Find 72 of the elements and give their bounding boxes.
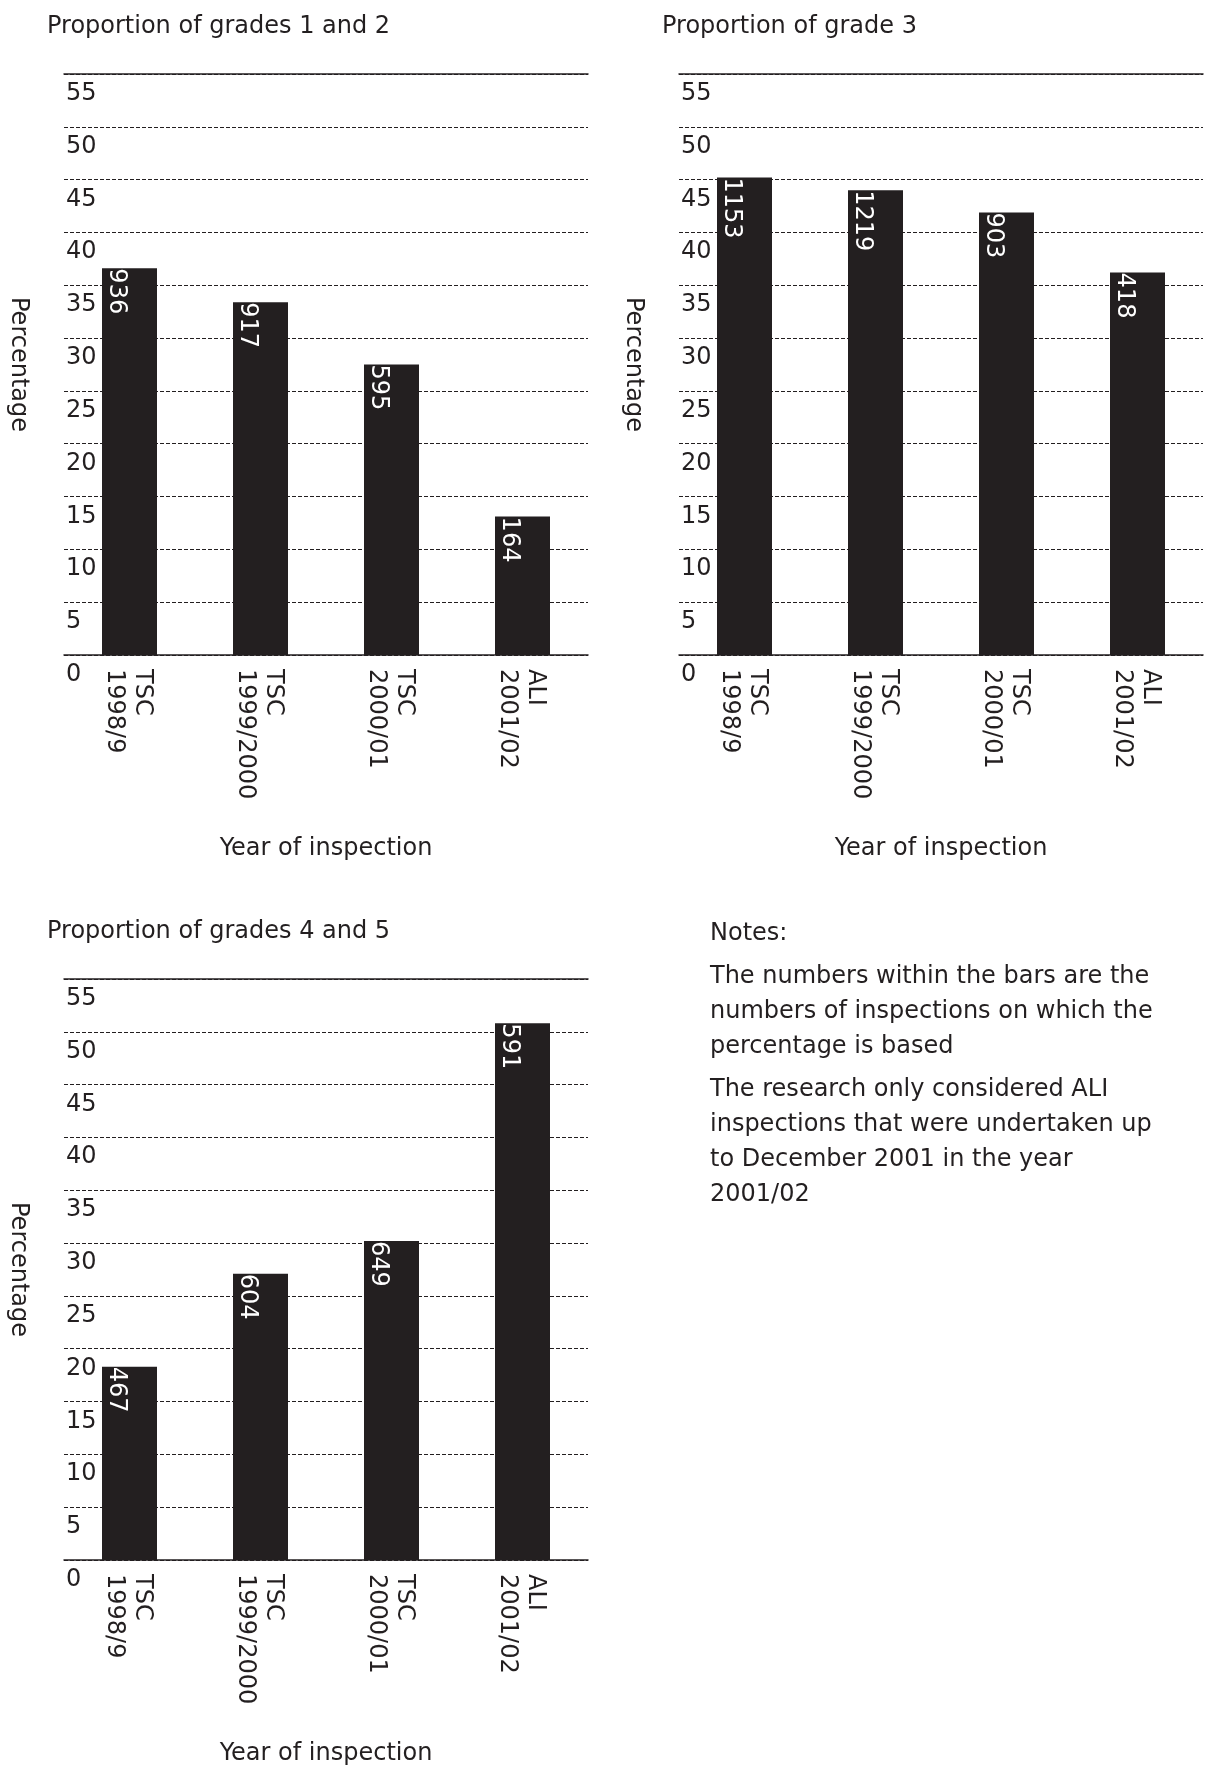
x-tick-label: TSC 1999/2000 — [232, 668, 289, 800]
y-axis-title: Percentage — [621, 296, 649, 433]
annotation: 164 — [496, 516, 525, 563]
y-tick-label: 20 — [66, 447, 97, 476]
x-tick-label: TSC 1999/2000 — [232, 1573, 289, 1705]
annotation: 936 — [103, 268, 132, 315]
annotation: 595 — [365, 364, 394, 411]
y-tick-label: 20 — [66, 1352, 97, 1381]
x-tick-label: ALI 2001/02 — [1109, 669, 1166, 769]
y-tick-label: 0 — [681, 659, 697, 687]
y-tick-label: 15 — [66, 500, 97, 529]
y-tick-label: 40 — [681, 236, 712, 265]
y-tick-label: 55 — [66, 78, 97, 106]
y-tick-label: 30 — [66, 342, 97, 371]
annotation: 604 — [234, 1273, 263, 1320]
text: Notes: — [710, 917, 789, 948]
annotation: 1153 — [718, 177, 747, 239]
y-tick-label: 40 — [66, 1141, 97, 1170]
y-axis-title: Percentage — [6, 296, 34, 433]
x-tick-label: ALI 2001/02 — [494, 669, 551, 769]
annotation: 591 — [496, 1023, 525, 1070]
y-tick-label: 45 — [66, 183, 97, 212]
y-tick-label: 25 — [66, 394, 97, 423]
y-tick-label: 40 — [66, 236, 97, 265]
y-tick-label: 15 — [66, 1405, 97, 1434]
y-tick-label: 55 — [681, 78, 712, 106]
y-tick-label: 10 — [66, 553, 97, 582]
x-tick-label: TSC 1998/9 — [101, 668, 158, 754]
y-tick-label: 25 — [681, 394, 712, 423]
y-tick-label: 35 — [681, 289, 712, 318]
annotation: 917 — [234, 302, 263, 348]
x-axis-title: Year of inspection — [218, 833, 433, 861]
chart-title: Proportion of grades 1 and 2 — [47, 11, 391, 39]
x-tick-label: TSC 2000/01 — [363, 668, 420, 769]
y-tick-label: 5 — [681, 606, 697, 635]
x-axis-title: Year of inspection — [218, 1738, 433, 1766]
text: The numbers within the bars are the numbers of inspections on which the percentage is based — [710, 960, 1154, 1061]
y-tick-label: 30 — [66, 1247, 97, 1276]
y-tick-label: 15 — [681, 500, 712, 529]
annotation: 903 — [980, 212, 1009, 259]
y-tick-label: 25 — [66, 1299, 97, 1328]
y-tick-label: 55 — [66, 983, 97, 1011]
y-tick-label: 10 — [66, 1458, 97, 1487]
y-tick-label: 0 — [66, 659, 82, 687]
y-tick-label: 5 — [66, 1511, 82, 1540]
y-tick-label: 35 — [66, 289, 97, 318]
y-tick-label: 20 — [681, 447, 712, 476]
annotation: 1219 — [849, 190, 878, 252]
x-tick-label: TSC 2000/01 — [363, 1573, 420, 1674]
y-tick-label: 0 — [66, 1564, 82, 1592]
annotation: 649 — [365, 1240, 394, 1287]
y-tick-label: 45 — [681, 183, 712, 212]
x-tick-label: TSC 2000/01 — [978, 668, 1035, 769]
y-tick-label: 50 — [66, 130, 97, 159]
x-tick-label: ALI 2001/02 — [494, 1574, 551, 1674]
y-tick-label: 35 — [66, 1194, 97, 1223]
annotation: 467 — [103, 1366, 132, 1413]
y-axis-title: Percentage — [6, 1201, 34, 1338]
y-tick-label: 5 — [66, 606, 82, 635]
chart-title: Proportion of grade 3 — [662, 11, 917, 39]
y-tick-label: 50 — [681, 130, 712, 159]
y-tick-label: 10 — [681, 553, 712, 582]
y-tick-label: 30 — [681, 342, 712, 371]
x-tick-label: TSC 1998/9 — [716, 668, 773, 754]
x-axis-title: Year of inspection — [833, 833, 1048, 861]
annotation: 418 — [1111, 272, 1140, 319]
x-tick-label: TSC 1999/2000 — [847, 668, 904, 800]
y-tick-label: 45 — [66, 1088, 97, 1117]
x-tick-label: TSC 1998/9 — [101, 1573, 158, 1659]
chart-title: Proportion of grades 4 and 5 — [47, 916, 391, 944]
text: The research only considered ALI inspections that were undertaken up to December 2001 in the year 2001/02 — [710, 1073, 1153, 1209]
y-tick-label: 50 — [66, 1035, 97, 1064]
